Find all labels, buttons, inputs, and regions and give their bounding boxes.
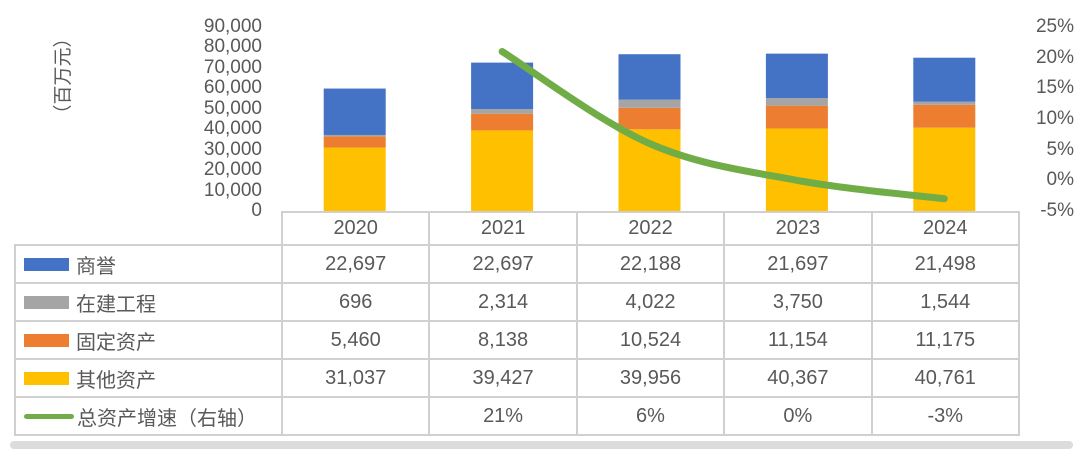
bar-segment: [765, 105, 828, 129]
bar-segment: [618, 54, 681, 100]
bar-segment: [323, 147, 386, 211]
table-row: 商誉 22,697 22,697 22,188 21,697 21,498: [14, 244, 1020, 284]
value-cell: 10,524: [575, 320, 726, 360]
legend-line-swatch: [24, 413, 74, 419]
right-axis-tick-label: 10%: [1035, 108, 1074, 129]
bar-segment: [618, 99, 681, 108]
value-cell: 4,022: [575, 282, 726, 322]
year-header-cell: 2022: [575, 211, 726, 246]
table-header-row: 2020 2021 2022 2023 2024: [15, 211, 1020, 246]
bar-segment: [913, 57, 976, 102]
series-label-text: 商誉: [76, 255, 116, 278]
value-cell: 31,037: [280, 358, 431, 398]
value-cell: 22,188: [575, 244, 726, 284]
right-axis-tick-label: 25%: [1035, 16, 1074, 37]
legend-color-swatch: [24, 333, 69, 347]
y-axis-tick-label: 30,000: [203, 138, 262, 160]
bar-segment: [471, 130, 534, 211]
bar-segment: [471, 62, 534, 110]
year-header-cell: 2021: [428, 211, 578, 246]
y-axis-tick-label: 80,000: [203, 36, 262, 58]
y-axis-tick-label: 20,000: [203, 159, 262, 181]
value-cell: 5,460: [280, 320, 431, 360]
series-label-text: 固定资产: [76, 331, 156, 354]
bar-segment: [913, 101, 976, 105]
bottom-divider-bar: [10, 441, 1073, 449]
y-axis-tick-label: 50,000: [203, 97, 262, 119]
value-cell: 3,750: [723, 282, 873, 322]
value-cell: 11,154: [723, 320, 873, 360]
value-cell: 22,697: [428, 244, 578, 284]
value-cell: 1,544: [870, 282, 1020, 322]
right-axis-tick-label: 0%: [1046, 169, 1074, 191]
value-cell: 39,956: [575, 358, 726, 398]
table-row: 固定资产 5,460 8,138 10,524 11,154 11,175: [14, 320, 1020, 360]
value-cell: 6%: [575, 396, 726, 436]
table-corner-cell: [15, 212, 282, 245]
value-cell: -3%: [870, 396, 1020, 436]
series-label-text: 其他资产: [76, 369, 156, 392]
right-axis-tick-label: -5%: [1040, 200, 1074, 221]
series-label-text: 在建工程: [76, 293, 156, 316]
value-cell: [280, 396, 431, 436]
value-cell: 2,314: [428, 282, 578, 322]
series-label-cell: 在建工程: [14, 282, 283, 322]
value-cell: 21%: [428, 396, 578, 436]
year-header-cell: 2024: [870, 211, 1020, 246]
table-row: 总资产增速（右轴） 21% 6% 0% -3%: [14, 396, 1020, 436]
value-cell: 11,175: [870, 320, 1020, 360]
bar-segment: [765, 53, 828, 98]
right-axis-tick-label: 15%: [1035, 77, 1074, 99]
value-cell: 21,697: [723, 244, 873, 284]
series-label-cell: 固定资产: [14, 320, 283, 360]
legend-color-swatch: [24, 257, 69, 271]
value-cell: 8,138: [428, 320, 578, 360]
bar-segment: [471, 109, 534, 114]
series-label-cell: 商誉: [14, 244, 283, 284]
year-header-cell: 2023: [723, 211, 873, 246]
y-axis-tick-label: 0: [251, 200, 262, 221]
value-cell: 40,761: [870, 358, 1020, 398]
bar-segment: [618, 107, 681, 130]
year-header-cell: 2020: [280, 211, 431, 246]
value-cell: 22,697: [280, 244, 431, 284]
series-label-cell: 总资产增速（右轴）: [14, 396, 283, 436]
series-label-text: 总资产增速（右轴）: [77, 407, 257, 430]
y-axis-tick-label: 10,000: [203, 179, 262, 201]
chart-data-table: 2020 2021 2022 2023 2024 商誉 22,697 22,697 22,188…: [14, 211, 1020, 436]
value-cell: 21,498: [870, 244, 1020, 284]
bar-segment: [913, 104, 976, 128]
bar-segment: [765, 128, 828, 211]
right-axis-tick-label: 5%: [1046, 138, 1074, 160]
value-cell: 40,367: [723, 358, 873, 398]
table-row: 在建工程 696 2,314 4,022 3,750 1,544: [14, 282, 1020, 322]
value-cell: 696: [280, 282, 431, 322]
series-label-cell: 其他资产: [14, 358, 283, 398]
legend-color-swatch: [24, 371, 69, 385]
y-axis-tick-label: 60,000: [203, 77, 262, 99]
table-row: 其他资产 31,037 39,427 39,956 40,367 40,761: [14, 358, 1020, 398]
y-axis-tick-label: 40,000: [203, 118, 262, 140]
bar-segment: [471, 113, 534, 131]
bar-segment: [765, 98, 828, 106]
value-cell: 0%: [723, 396, 873, 436]
bar-segment: [323, 88, 386, 135]
bar-segment: [323, 134, 386, 137]
y-axis-tick-label: 90,000: [203, 16, 262, 37]
legend-color-swatch: [24, 295, 69, 309]
y-axis-tick-label: 70,000: [203, 56, 262, 78]
growth-rate-line: [498, 48, 948, 203]
bar-segment: [323, 136, 386, 148]
value-cell: 39,427: [428, 358, 578, 398]
right-axis-tick-label: 20%: [1035, 46, 1074, 68]
